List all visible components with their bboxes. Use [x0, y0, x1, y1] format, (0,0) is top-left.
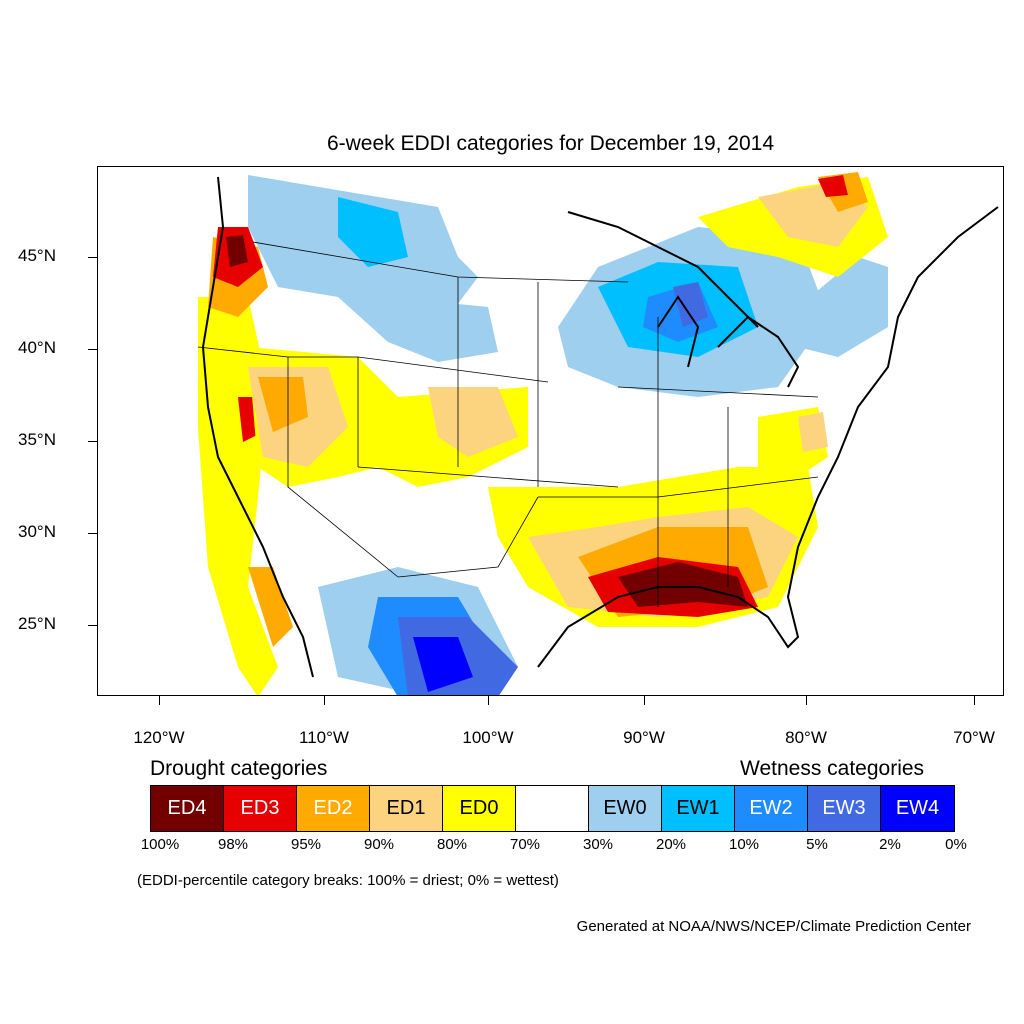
percentile-label: 90%	[363, 836, 395, 853]
region-ew4-texas	[413, 637, 473, 692]
legend-cell-ew4: EW4	[881, 786, 954, 831]
category-breaks-note: (EDDI-percentile category breaks: 100% =…	[137, 872, 559, 889]
percentile-label: 100%	[140, 836, 180, 853]
lat-tick-30	[88, 533, 97, 534]
map-title: 6-week EDDI categories for December 19, …	[326, 132, 775, 155]
lat-label-35: 35°N	[18, 430, 56, 449]
legend-cell-ed0: ED0	[443, 786, 516, 831]
lon-tick-120w	[159, 696, 160, 705]
legend-cell-normal	[516, 786, 589, 831]
percentile-label: 0%	[945, 836, 967, 853]
region-ed1-colorado	[428, 387, 518, 457]
lon-tick-110w	[324, 696, 325, 705]
legend-cell-ew0: EW0	[589, 786, 662, 831]
legend-cell-ew1: EW1	[662, 786, 735, 831]
percentile-label: 10%	[728, 836, 760, 853]
eddi-map-canvas	[197, 172, 999, 695]
legend-cell-ed2: ED2	[297, 786, 370, 831]
region-ew3-greatlakes	[673, 282, 708, 327]
percentile-label: 95%	[290, 836, 322, 853]
drought-heading: Drought categories	[150, 757, 328, 780]
credit-text: Generated at NOAA/NWS/NCEP/Climate Predi…	[576, 918, 971, 935]
lon-label-80w: 80°W	[785, 728, 827, 747]
region-ew0-newengland	[798, 257, 888, 357]
region-ed4-washington	[226, 235, 248, 267]
legend-cell-ed4: ED4	[151, 786, 224, 831]
region-ed1-midatlantic	[798, 412, 828, 452]
lon-label-110w: 110°W	[299, 728, 349, 747]
percentile-label: 70%	[509, 836, 541, 853]
lon-tick-90w	[644, 696, 645, 705]
wetness-heading: Wetness categories	[740, 757, 925, 780]
percentile-label: 80%	[436, 836, 468, 853]
lat-label-45: 45°N	[18, 246, 56, 265]
region-ed3-northeast	[818, 175, 848, 197]
region-ed2-nevada	[258, 377, 308, 432]
state-boundaries	[197, 241, 819, 607]
percentile-label: 30%	[582, 836, 614, 853]
lat-label-30: 30°N	[18, 522, 56, 541]
lon-tick-70w	[974, 696, 975, 705]
lon-label-120w: 120°W	[133, 728, 185, 747]
lat-label-40: 40°N	[18, 338, 56, 357]
percentile-label: 98%	[217, 836, 249, 853]
region-ew0-montana	[388, 297, 498, 362]
lon-label-100w: 100°W	[462, 728, 514, 747]
legend-cell-ed1: ED1	[370, 786, 443, 831]
eddi-map	[97, 166, 1004, 696]
region-ew1-north	[338, 197, 408, 267]
legend-cell-ew2: EW2	[735, 786, 808, 831]
lat-tick-45	[88, 257, 97, 258]
lat-tick-35	[88, 441, 97, 442]
legend-cell-ed3: ED3	[224, 786, 297, 831]
lon-tick-100w	[488, 696, 489, 705]
region-ed4-southeast	[618, 562, 748, 607]
legend-cell-ew3: EW3	[808, 786, 881, 831]
region-ed2-socal	[248, 567, 293, 647]
lon-label-90w: 90°W	[623, 728, 665, 747]
legend-bar: ED4 ED3 ED2 ED1 ED0 EW0 EW1 EW2 EW3 EW4	[150, 785, 955, 832]
lon-label-70w: 70°W	[953, 728, 995, 747]
lon-tick-80w	[806, 696, 807, 705]
lat-label-25: 25°N	[18, 614, 56, 633]
coastlines	[201, 176, 999, 678]
percentile-label: 2%	[879, 836, 901, 853]
lat-tick-40	[88, 349, 97, 350]
lat-tick-25	[88, 625, 97, 626]
percentile-label: 20%	[655, 836, 687, 853]
percentile-label: 5%	[806, 836, 828, 853]
